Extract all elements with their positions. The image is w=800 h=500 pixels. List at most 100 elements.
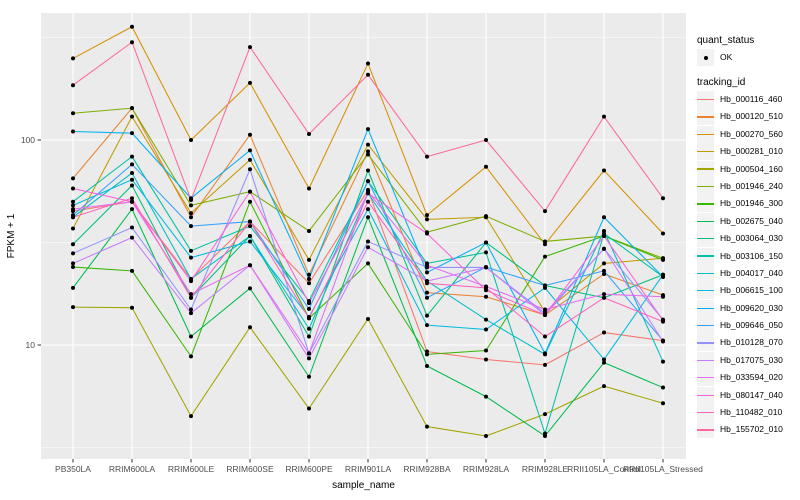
data-point xyxy=(248,263,252,268)
y-axis-title: FPKM + 1 xyxy=(6,213,17,258)
legend-line-icon xyxy=(697,168,714,170)
data-point xyxy=(543,307,547,312)
legend-key-swatch xyxy=(697,334,714,352)
data-point xyxy=(71,265,75,270)
data-point xyxy=(248,189,252,194)
x-axis-title: sample_name xyxy=(332,480,395,491)
data-point xyxy=(307,228,311,233)
data-point xyxy=(602,357,606,362)
x-tick-label: RRII105LA_Stressed xyxy=(623,464,703,474)
data-point xyxy=(189,307,193,312)
data-point xyxy=(307,351,311,356)
legend-key-swatch xyxy=(697,421,714,439)
data-point xyxy=(602,228,606,233)
data-point xyxy=(130,225,134,230)
legend-line-icon xyxy=(697,116,714,118)
data-point xyxy=(661,385,665,390)
data-point xyxy=(366,316,370,321)
data-point xyxy=(189,414,193,419)
data-point xyxy=(248,224,252,229)
legend-label: Hb_017075_030 xyxy=(720,354,783,365)
legend-line-icon xyxy=(697,255,714,257)
legend-line-icon xyxy=(697,342,714,344)
x-tick-label: RRIM928BA xyxy=(403,464,451,474)
data-point xyxy=(602,272,606,276)
data-point xyxy=(425,281,429,286)
legend-label: Hb_001946_300 xyxy=(720,198,783,209)
data-point xyxy=(484,327,488,332)
data-point xyxy=(366,191,370,196)
data-point xyxy=(366,215,370,220)
legend-line-icon xyxy=(697,272,714,275)
data-point xyxy=(484,240,488,245)
data-point xyxy=(484,138,488,142)
legend-key-swatch xyxy=(697,351,714,369)
data-point xyxy=(71,215,75,220)
legend-key-swatch xyxy=(697,177,714,195)
data-point xyxy=(425,154,429,159)
data-point xyxy=(543,239,547,244)
data-point xyxy=(130,305,134,310)
legend-line-icon xyxy=(697,307,714,309)
data-point xyxy=(71,199,75,204)
data-point xyxy=(248,132,252,137)
data-point xyxy=(189,203,193,208)
legend-key-swatch xyxy=(697,247,714,265)
data-point xyxy=(366,199,370,204)
data-point xyxy=(661,196,665,201)
legend-label: Hb_000270_560 xyxy=(720,128,783,139)
legend-key-swatch xyxy=(697,160,714,178)
data-point xyxy=(602,330,606,335)
y-tick-label: 100 xyxy=(21,135,35,145)
data-point xyxy=(366,72,370,77)
legend-label: Hb_004017_040 xyxy=(720,267,783,278)
legend-key-swatch xyxy=(697,404,714,422)
legend-label: Hb_155702_010 xyxy=(720,424,783,435)
legend-label: Hb_000281_010 xyxy=(720,146,783,157)
data-point xyxy=(189,292,193,297)
data-point xyxy=(130,40,134,45)
y-tick-label: 10 xyxy=(26,340,36,350)
data-point xyxy=(248,80,252,85)
data-point xyxy=(366,245,370,250)
legend-label: Hb_110482_010 xyxy=(720,407,783,418)
data-point xyxy=(661,274,665,279)
data-point xyxy=(661,231,665,236)
legend-line-icon xyxy=(697,411,714,414)
data-point xyxy=(71,207,75,212)
data-point xyxy=(189,211,193,216)
data-point xyxy=(189,224,193,229)
data-point xyxy=(543,431,547,436)
x-tick-label: RRIM928LA xyxy=(463,464,510,474)
data-point xyxy=(189,255,193,260)
data-point xyxy=(130,183,134,188)
data-point xyxy=(248,199,252,204)
legend-line-icon xyxy=(697,98,714,101)
data-point xyxy=(484,294,488,299)
legend-line-icon xyxy=(697,394,714,396)
data-point xyxy=(425,213,429,218)
legend-line-icon xyxy=(697,290,714,292)
data-point xyxy=(130,162,134,167)
legend-key-swatch xyxy=(697,299,714,317)
data-point xyxy=(307,272,311,277)
data-point xyxy=(189,334,193,339)
data-point xyxy=(248,148,252,153)
data-point xyxy=(602,261,606,266)
legend-label: Hb_033594_020 xyxy=(720,372,783,383)
legend-line-icon xyxy=(697,324,714,327)
legend-line-icon xyxy=(697,429,714,431)
data-point xyxy=(189,279,193,284)
data-point xyxy=(71,261,75,266)
data-point xyxy=(425,290,429,295)
data-point xyxy=(307,257,311,262)
data-point xyxy=(189,311,193,316)
data-point xyxy=(71,56,75,61)
quant-status-legend-label: OK xyxy=(720,52,733,62)
x-tick-label: RRIM600PE xyxy=(285,464,333,474)
data-point xyxy=(366,179,370,184)
data-point xyxy=(543,254,547,259)
data-point xyxy=(189,354,193,359)
data-point xyxy=(189,215,193,220)
